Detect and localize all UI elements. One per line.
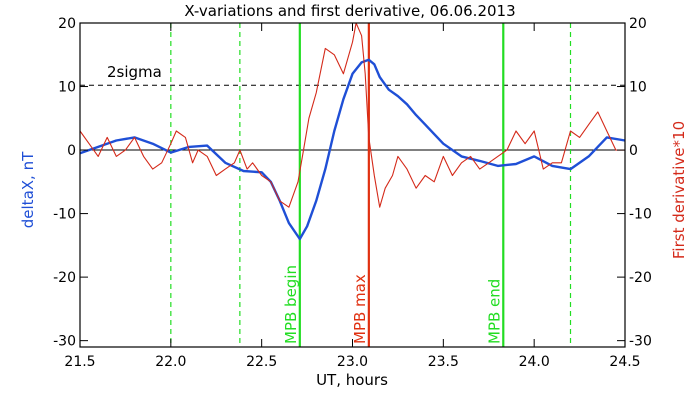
- y2-tick-label-1: -20: [629, 270, 652, 286]
- y-axis-left: -30 -20 -10 0 10 20: [53, 16, 88, 350]
- vline-label-4: MPB end: [485, 279, 503, 344]
- marker-lines: MPB begin MPB max MPB end: [170, 23, 572, 347]
- y-tick-label-5: 20: [58, 16, 76, 32]
- series-deltaX: [79, 58, 626, 241]
- x-tick-label-2: 22.5: [246, 354, 277, 370]
- threshold-label: 2sigma: [107, 63, 162, 81]
- x-tick-label-3: 23.0: [337, 354, 368, 370]
- x-tick-label-1: 22.0: [155, 354, 186, 370]
- vline-label-2: MPB begin: [282, 265, 300, 344]
- vline-label-3: MPB max: [351, 274, 369, 344]
- x-tick-label-6: 24.5: [609, 354, 640, 370]
- x-axis: 21.5 22.0 22.5 23.0 23.5 24.0 24.5: [64, 23, 641, 370]
- y2-tick-label-0: -30: [629, 334, 652, 350]
- y-tick-label-1: -20: [53, 270, 76, 286]
- y-axis-left-label: deltaX, nT: [19, 151, 37, 228]
- y-axis-right: -30 -20 -10 0 10 20: [617, 16, 652, 350]
- x-tick-label-0: 21.5: [64, 354, 95, 370]
- chart-title: X-variations and first derivative, 06.06…: [184, 2, 515, 20]
- y2-tick-label-5: 20: [629, 16, 647, 32]
- y-tick-label-2: -10: [53, 207, 76, 223]
- plot-area: [80, 84, 625, 151]
- x-tick-label-4: 23.5: [428, 354, 459, 370]
- y2-tick-label-2: -10: [629, 207, 652, 223]
- y2-tick-label-4: 10: [629, 80, 647, 96]
- y-tick-label-0: -30: [53, 334, 76, 350]
- y-tick-label-3: 0: [67, 143, 76, 159]
- y-axis-right-label: First derivative*10: [670, 121, 688, 259]
- series-lines: [79, 22, 626, 241]
- series-derivative: [79, 22, 625, 208]
- x-axis-label: UT, hours: [316, 371, 388, 389]
- x-tick-label-5: 24.0: [519, 354, 550, 370]
- y2-tick-label-3: 0: [629, 143, 638, 159]
- y-tick-label-4: 10: [58, 80, 76, 96]
